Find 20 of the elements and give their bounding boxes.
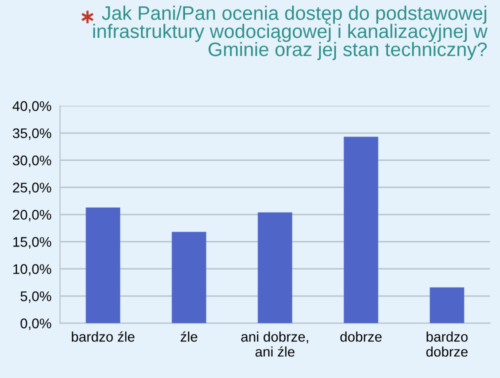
y-tick-label: 30,0% <box>12 156 52 167</box>
y-tick-label: 0,0% <box>20 318 52 330</box>
y-tick-label: 10,0% <box>13 264 52 276</box>
chart-title: Jak Pani/Pan ocenia dostęp do podstawowej infrastruktury wodociągowej i kanalizacyjnej w Gminie oraz jej stan techniczny? <box>93 6 488 60</box>
x-tick-label: bardzo źle <box>72 331 134 342</box>
bar <box>430 287 464 324</box>
bar <box>86 207 120 324</box>
x-tick-label: ani dobrze, ani źle <box>241 332 308 357</box>
bar <box>344 136 378 324</box>
bar <box>258 212 292 324</box>
bar <box>172 232 206 324</box>
x-tick-label: źle <box>180 331 198 342</box>
y-tick-label: 25,0% <box>12 182 52 194</box>
y-tick-label: 40,0% <box>12 101 52 113</box>
y-tick-label: 20,0% <box>12 210 52 222</box>
y-tick-label: 15,0% <box>13 237 52 248</box>
y-tick-label: 5,0% <box>20 291 52 303</box>
x-tick-label: dobrze <box>340 332 382 342</box>
y-tick-label: 35,0% <box>12 128 52 140</box>
x-tick-label: bardzo dobrze <box>426 332 468 357</box>
